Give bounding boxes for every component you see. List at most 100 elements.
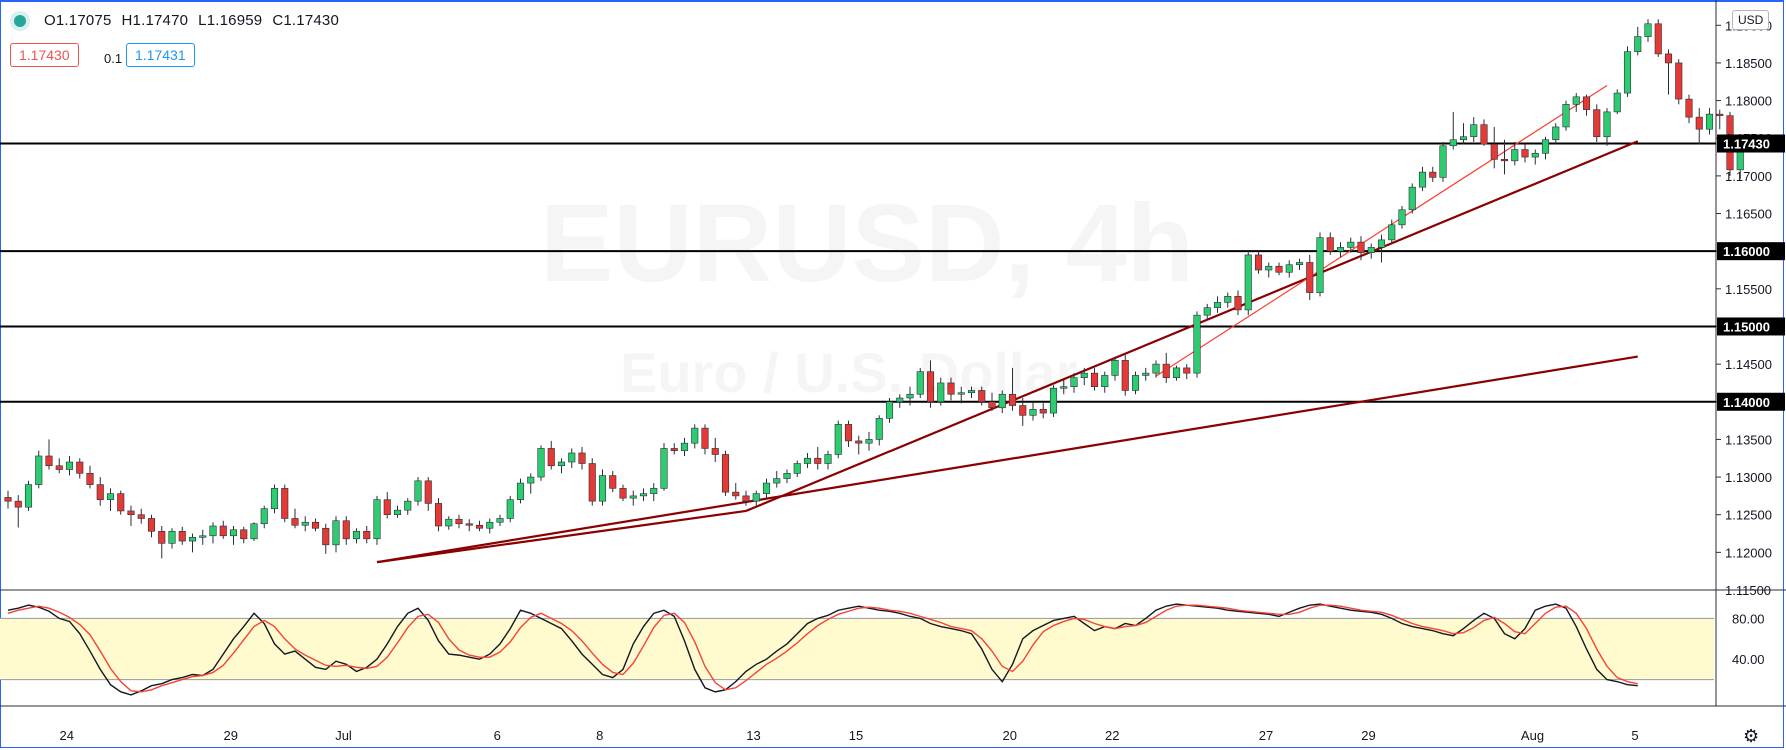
time-tick-label: 22 (1105, 728, 1119, 743)
trend-line[interactable] (1155, 85, 1608, 377)
candle-body (629, 495, 637, 499)
candle-body (557, 461, 566, 467)
candle-body (588, 463, 596, 502)
candle-body (875, 418, 883, 440)
candle-body (311, 521, 320, 529)
candle-body (855, 440, 863, 444)
currency-button[interactable]: USD (1732, 10, 1770, 30)
candle-body (1347, 241, 1355, 248)
candle-body (281, 488, 289, 519)
trend-line[interactable] (376, 509, 747, 564)
candle-body (752, 493, 760, 502)
trend-line[interactable] (745, 140, 1639, 512)
candle-body (291, 518, 299, 526)
candle-body (885, 401, 894, 419)
candle-body (1254, 254, 1263, 271)
candle-body (1603, 111, 1611, 138)
candle-body (824, 454, 832, 464)
status-dot-icon (14, 14, 26, 27)
candle-body (1685, 98, 1693, 118)
time-tick-label: 5 (1631, 728, 1638, 743)
trend-line[interactable] (376, 355, 1638, 564)
candle-body (188, 536, 197, 542)
candle-body (373, 499, 381, 540)
legend-low: L1.16959 (198, 12, 263, 29)
candle-body (1203, 307, 1211, 316)
candle-body (1480, 124, 1488, 145)
sell-price-button[interactable]: 1.17430 (10, 43, 79, 67)
price-tick-label: 1.17000 (1725, 169, 1772, 184)
candle-body (1183, 367, 1191, 374)
candle-body (773, 478, 781, 484)
candle-body (988, 401, 996, 409)
stochastic-d-line (7, 604, 1638, 693)
level-price-badge (1717, 317, 1785, 336)
level-price-badge (1717, 134, 1785, 153)
candle-body (1244, 254, 1252, 311)
candle-body (1172, 367, 1181, 378)
candle-body (937, 382, 945, 403)
candle-body (65, 461, 74, 470)
candle-body (86, 472, 94, 485)
price-tick-label: 1.13000 (1725, 470, 1772, 485)
candle-body (1224, 296, 1232, 303)
candle-body (1377, 239, 1386, 248)
candle-body (1716, 113, 1724, 116)
candle-body (1234, 296, 1242, 311)
candle-body (1705, 113, 1714, 130)
candle-body (301, 521, 309, 526)
time-tick-label: 29 (1361, 728, 1375, 743)
candle-body (803, 457, 812, 464)
candle-body (1090, 372, 1099, 388)
legend-high: H1.17470 (121, 12, 189, 29)
candle-body (947, 382, 955, 395)
candle-body (711, 448, 719, 455)
candle-body (76, 461, 84, 474)
candle-body (1008, 393, 1017, 406)
time-tick-label: 20 (1003, 728, 1017, 743)
gear-icon[interactable]: ⚙ (1743, 726, 1760, 746)
candle-body (916, 371, 924, 395)
candle-body (568, 452, 576, 463)
price-tick-label: 1.18000 (1725, 94, 1772, 109)
price-tick-label: 1.18500 (1725, 56, 1772, 71)
candle-body (967, 390, 976, 394)
price-tick-label: 1.16500 (1725, 207, 1772, 222)
candle-body (342, 520, 350, 540)
candle-body (1695, 116, 1703, 130)
candle-body (219, 525, 227, 537)
legend-open: O1.17075 (44, 12, 112, 29)
candle-body (1439, 145, 1447, 178)
price-tick-label: 1.14500 (1725, 357, 1772, 372)
candle-body (537, 448, 545, 478)
candle-body (793, 463, 801, 474)
candle-body (496, 518, 504, 523)
candle-body (619, 488, 627, 499)
candle-body (1418, 171, 1427, 188)
candle-body (732, 491, 740, 497)
candle-body (147, 518, 156, 532)
candle-body (1470, 124, 1478, 138)
candle-body (783, 472, 791, 479)
candle-body (1449, 139, 1457, 147)
candle-body (465, 523, 473, 526)
stochastic-tick-label: 80.00 (1732, 611, 1765, 626)
candle-body (1664, 53, 1673, 64)
candle-body (168, 530, 176, 544)
candle-body (332, 520, 340, 546)
buy-price-button[interactable]: 1.17431 (126, 43, 195, 67)
candle-body (1039, 408, 1047, 414)
candle-body (1080, 372, 1088, 378)
candle-body (240, 529, 248, 540)
candle-body (680, 442, 689, 452)
candle-body (1388, 224, 1396, 241)
candle-body (260, 508, 268, 525)
candle-body (1511, 149, 1519, 162)
candle-body (1213, 302, 1222, 308)
candle-body (106, 493, 115, 500)
candle-body (926, 371, 935, 403)
candle-body (516, 482, 525, 500)
candle-body (1654, 23, 1662, 55)
candle-body (1070, 377, 1078, 388)
